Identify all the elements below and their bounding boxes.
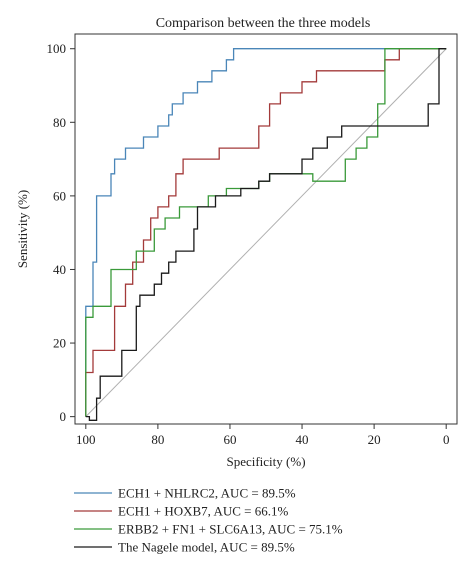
x-tick-label: 100 <box>76 432 96 447</box>
chart-title: Comparison between the three models <box>156 16 371 31</box>
x-tick-label: 20 <box>368 432 381 447</box>
y-tick-label: 20 <box>53 336 66 351</box>
x-tick-label: 60 <box>223 432 236 447</box>
reference-diagonal <box>85 48 447 417</box>
y-tick-label: 0 <box>60 409 67 424</box>
series-line-2 <box>85 48 447 417</box>
x-tick-label: 0 <box>443 432 450 447</box>
x-axis-label: Specificity (%) <box>226 454 305 469</box>
y-tick-label: 80 <box>53 115 66 130</box>
legend-label-4: The Nagele model, AUC = 89.5% <box>118 540 295 555</box>
legend: ECH1 + NHLRC2, AUC = 89.5% ECH1 + HOXB7, … <box>74 486 343 555</box>
legend-label-1: ECH1 + NHLRC2, AUC = 89.5% <box>118 486 296 501</box>
plot-frame <box>74 33 458 425</box>
legend-label-3: ERBB2 + FN1 + SLC6A13, AUC = 75.1% <box>118 522 343 537</box>
x-tick-label: 80 <box>151 432 164 447</box>
series-line-3 <box>85 48 447 417</box>
y-axis-label: Sensitivity (%) <box>15 190 30 268</box>
series-line-4 <box>85 48 447 421</box>
legend-label-2: ECH1 + HOXB7, AUC = 66.1% <box>118 504 288 519</box>
series-layer <box>85 48 447 421</box>
x-axis: 100 80 60 40 20 0 <box>76 424 449 447</box>
y-tick-label: 100 <box>47 41 67 56</box>
x-tick-label: 40 <box>296 432 309 447</box>
y-tick-label: 60 <box>53 188 66 203</box>
y-tick-label: 40 <box>53 262 66 277</box>
y-axis: 0 20 40 60 80 100 <box>47 41 75 424</box>
series-line-1 <box>85 48 447 417</box>
